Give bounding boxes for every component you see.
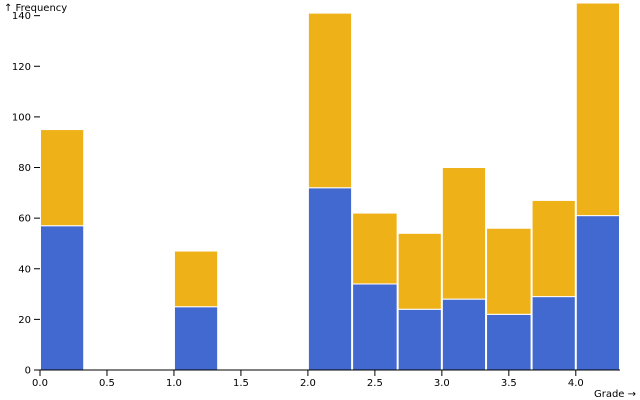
- bar-series-2-bin-2: [173, 250, 219, 308]
- x-tick: 0.5: [99, 370, 115, 389]
- y-tick: 140: [12, 11, 40, 22]
- bar-series-1-bin-5: [397, 308, 442, 371]
- y-tick: 20: [18, 315, 40, 326]
- bar-series-2-bin-7: [486, 227, 532, 315]
- x-tick-label: 1.0: [166, 378, 182, 389]
- y-tick: 0: [25, 366, 40, 377]
- y-tick-label: 20: [18, 315, 31, 326]
- bar-series-2-bin-8: [531, 199, 576, 298]
- y-tick-label: 60: [18, 214, 31, 225]
- bar-series-1-bin-3: [307, 187, 353, 371]
- y-tick-label: 0: [25, 366, 31, 377]
- x-tick-label: 3.5: [501, 378, 517, 389]
- y-tick: 40: [18, 264, 40, 275]
- y-axis-label: ↑ Frequency: [4, 3, 67, 14]
- bar-series-2-bin-6: [441, 167, 487, 300]
- y-tick: 100: [12, 112, 40, 123]
- bar-series-1-bin-7: [486, 313, 532, 371]
- y-tick-label: 40: [18, 264, 31, 275]
- x-tick: 3.0: [434, 370, 450, 389]
- bar-series-2-bin-3: [307, 12, 353, 189]
- x-tick: 4.0: [568, 370, 584, 389]
- x-axis-label: Grade →: [594, 389, 636, 400]
- x-tick: 0.0: [32, 370, 48, 389]
- x-tick-label: 3.0: [434, 378, 450, 389]
- bar-series-1-bin-8: [531, 296, 576, 371]
- x-axis: 0.0 0.5 1.0 1.5 2.0 2.5 3.0 3.5 4.0: [32, 369, 620, 389]
- x-tick: 2.0: [300, 370, 316, 389]
- bar-series-2-bin-5: [397, 232, 442, 310]
- y-tick-label: 80: [18, 163, 31, 174]
- y-tick-label: 140: [12, 11, 31, 22]
- x-tick-label: 1.5: [233, 378, 249, 389]
- bar-series-1-bin-9: [575, 215, 620, 371]
- x-tick: 2.5: [367, 370, 383, 389]
- bar-series-1-bin-2: [173, 306, 219, 371]
- y-axis: 0 20 40 60 80 100 120 140: [12, 11, 40, 377]
- x-tick: 1.5: [233, 370, 249, 389]
- x-tick: 3.5: [501, 370, 517, 389]
- bar-series-2-bin-9: [575, 2, 620, 217]
- x-tick-label: 2.5: [367, 378, 383, 389]
- bar-series-2-bin-4: [352, 212, 398, 285]
- y-tick: 120: [12, 62, 40, 73]
- x-tick-label: 4.0: [568, 378, 584, 389]
- x-tick: 1.0: [166, 370, 182, 389]
- bars-layer: [40, 2, 620, 371]
- y-tick: 80: [18, 163, 40, 174]
- y-tick-label: 100: [12, 112, 31, 123]
- x-tick-label: 2.0: [300, 378, 316, 389]
- bar-series-1-bin-4: [352, 283, 398, 371]
- bar-series-1-bin-6: [441, 298, 487, 371]
- x-tick-label: 0.0: [32, 378, 48, 389]
- bar-series-2-bin-1: [40, 129, 85, 227]
- y-tick-label: 120: [12, 62, 31, 73]
- x-tick-label: 0.5: [99, 378, 115, 389]
- bar-series-1-bin-1: [40, 225, 85, 371]
- y-tick: 60: [18, 214, 40, 225]
